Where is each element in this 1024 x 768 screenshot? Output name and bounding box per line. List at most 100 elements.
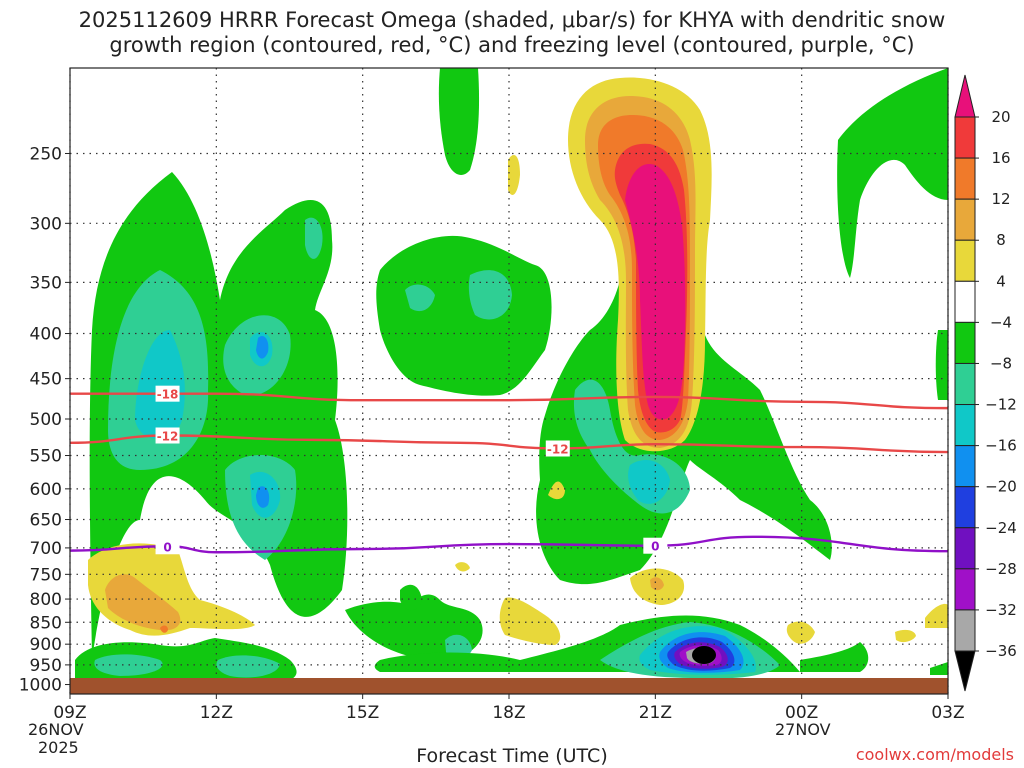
chart-title-line1: 2025112609 HRRR Forecast Omega (shaded, … [78,8,946,32]
x-tick-label-4: 21Z [639,703,672,723]
x-tick-label-5: 00Z [785,703,818,723]
y-tick-label-950: 950 [30,656,62,676]
site-credit: coolwx.com/models [855,745,1014,764]
colorbar-bin--36_-32 [954,609,976,652]
y-tick-label-550: 550 [30,447,62,467]
omega-region-small-yellow4 [895,629,916,643]
y-tick-label-250: 250 [30,144,62,164]
y-tick-label-650: 650 [30,511,62,531]
y-axis-ticks: 2503003504004505005506006507007508008509… [19,144,70,696]
colorbar-tick-label-3: 8 [996,231,1006,249]
x-tick-label-0: 09Z [53,703,86,723]
colorbar-bin-12_16 [954,157,976,200]
omega-region-bottom-teal1 [94,654,163,676]
x-tick-label-2: 15Z [346,703,379,723]
colorbar-bin--8_-4 [954,321,976,364]
omega-region-small-yellow3 [786,621,815,644]
ground-surface [70,678,948,694]
x-date-label-next: 27NOV [775,720,831,739]
omega-region-lowmid-green2 [400,584,422,611]
omega-region-right-cyan [628,460,670,504]
omega-region-small-yellow8 [455,562,470,572]
contour-label-bg-freezing_0-0 [155,538,180,555]
x-year-label: 2025 [38,738,79,757]
omega-region-small-yellow7 [548,481,565,500]
colorbar-top-arrow [954,74,976,118]
shaded-omega [75,68,948,682]
x-axis-label: Forecast Time (UTC) [416,745,608,767]
contour-dgz_-12 [69,434,949,454]
colorbar-tick-label-12: −32 [985,601,1017,619]
x-date-label-start: 26NOV [28,720,84,739]
colorbar-tick-label-4: 4 [996,272,1006,290]
colorbar-tick-label-1: 16 [991,149,1010,167]
colorbar-bin--4_4 [954,280,976,323]
colorbar-tick-label-7: −12 [985,396,1017,414]
contour-label-bg-freezing_0-1 [643,537,668,554]
omega-region-small-gold [650,577,664,591]
contour-label-freezing_0-1: 0 [651,540,659,554]
contour-label-dgz_-12-1: -12 [547,442,569,456]
y-tick-label-600: 600 [30,480,62,500]
colorbar-bin--20_-16 [954,445,976,488]
y-tick-label-700: 700 [30,539,62,559]
omega-region-small-teal [305,217,323,259]
colorbar-tick-label-11: −28 [985,560,1017,578]
colorbar-bin--12_-8 [954,362,976,406]
colorbar-bin--32_-28 [954,568,976,611]
omega-region-low-blue [256,486,270,508]
x-tick-label-6: 03Z [931,703,964,723]
colorbar-tick-label-13: −36 [985,642,1017,660]
contour-freezing_0 [69,535,949,554]
omega-region-bottom-black [692,646,716,664]
y-tick-label-500: 500 [30,410,62,430]
omega-region-small-yellow1 [499,597,561,645]
x-axis-ticks: 09Z 12Z 15Z 18Z 21Z 00Z 03Z [53,694,965,723]
y-tick-label-400: 400 [30,325,62,345]
contour-label-dgz_-12-0: -12 [157,430,179,444]
omega-region-mid-blue [256,335,269,359]
y-tick-label-300: 300 [30,214,62,234]
colorbar-bin--28_-24 [954,527,976,570]
colorbar: 20 16 12 8 4 −4 −8 −12 −16 −20 −24 −28 −32 −36 [954,74,1017,692]
contour-label-bg-dgz_-12-0 [155,427,180,444]
colorbar-tick-label-9: −20 [985,478,1017,496]
colorbar-bin--24_-20 [954,486,976,529]
x-tick-label-1: 12Z [200,703,233,723]
colorbar-tick-label-8: −16 [985,437,1017,455]
omega-region-center-green [376,235,552,396]
omega-region-core-pink [625,164,686,420]
contour-label-dgz_-18-0: -18 [157,388,179,402]
colorbar-bottom-arrow [954,650,976,692]
y-tick-label-450: 450 [30,370,62,390]
colorbar-bin-16_20 [954,116,976,159]
y-tick-label-800: 800 [30,590,62,610]
omega-region-edge-green [935,330,948,400]
y-tick-label-750: 750 [30,565,62,585]
y-tick-label-850: 850 [30,613,62,633]
colorbar-bin-4_8 [954,239,976,282]
omega-region-far-right-green [837,68,948,278]
colorbar-bin--16_-12 [954,404,976,447]
omega-region-bottom-green4 [930,662,948,675]
omega-region-center-teal1 [405,284,435,312]
chart-title-line2: growth region (contoured, red, °C) and f… [109,33,915,57]
colorbar-tick-label-5: −4 [990,313,1012,331]
colorbar-tick-label-2: 12 [991,190,1010,208]
omega-region-tiny-orange [160,625,168,633]
omega-region-small-yellow6 [508,155,520,195]
colorbar-tick-label-10: −24 [985,519,1017,537]
y-tick-label-350: 350 [30,273,62,293]
contour-label-freezing_0-0: 0 [163,540,171,554]
contour-label-bg-dgz_-12-1 [545,440,570,457]
contour-label-bg-dgz_-18-0 [155,385,180,402]
y-tick-label-1000: 1000 [19,676,62,696]
y-tick-label-900: 900 [30,635,62,655]
colorbar-tick-label-0: 20 [991,108,1010,126]
contour-lines: -18 -12 -12 0 0 [69,385,949,555]
omega-region-low-gold [105,574,181,631]
omega-region-left-cyan [135,330,185,439]
colorbar-tick-label-6: −8 [990,354,1012,372]
x-tick-label-3: 18Z [492,703,525,723]
